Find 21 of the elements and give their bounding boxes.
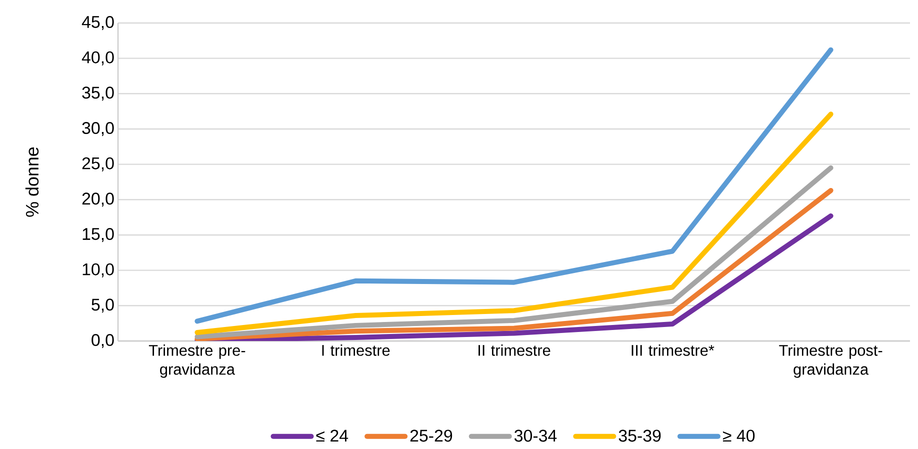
x-tick-label: Trimestre pre-gravidanza xyxy=(148,344,246,378)
legend-label: ≤ 24 xyxy=(316,430,348,442)
y-tick-label: 15,0 xyxy=(82,228,114,242)
y-tick-label: 30,0 xyxy=(82,122,114,136)
legend-label: 35-39 xyxy=(618,430,661,442)
x-tick-label: Trimestre post-gravidanza xyxy=(779,344,882,378)
legend-label: 30-34 xyxy=(514,430,557,442)
y-tick-label: 25,0 xyxy=(82,157,114,172)
x-tick-label: III trimestre* xyxy=(632,344,714,356)
x-tick-label: I trimestre xyxy=(322,344,390,356)
y-tick-label: 35,0 xyxy=(82,86,114,101)
y-tick-label: 45,0 xyxy=(82,16,114,30)
legend-label: 25-29 xyxy=(410,430,452,442)
y-tick-label: 0,0 xyxy=(92,334,114,348)
y-axis-title: % donne xyxy=(25,147,39,217)
legend-label: ≥ 40 xyxy=(722,430,755,442)
y-tick-label: 10,0 xyxy=(82,263,114,278)
y-tick-label: 40,0 xyxy=(82,51,114,66)
y-tick-label: 5,0 xyxy=(92,298,114,313)
x-tick-label: II trimestre xyxy=(478,344,550,356)
y-tick-label: 20,0 xyxy=(82,192,114,207)
